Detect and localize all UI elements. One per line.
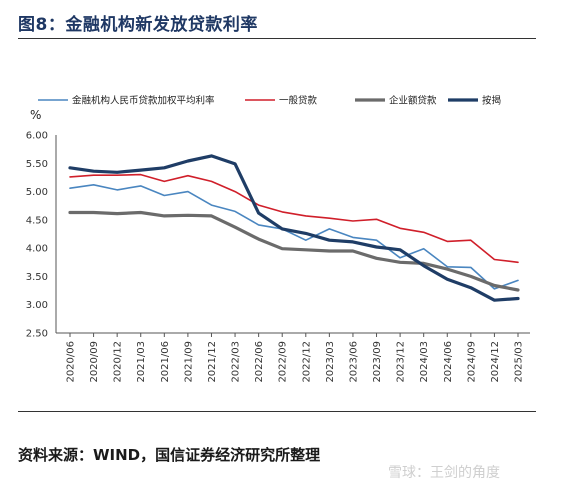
y-axis-unit-label: % bbox=[30, 108, 41, 122]
series-lines bbox=[68, 154, 520, 302]
legend-label-2: 企业额贷款 bbox=[389, 95, 437, 107]
x-tick-label: 2023/12 bbox=[396, 341, 407, 383]
x-tick-label: 2020/09 bbox=[89, 341, 100, 383]
source-rule bbox=[18, 411, 536, 412]
y-tick-label: 5.50 bbox=[26, 159, 48, 170]
y-tick-label: 3.00 bbox=[26, 300, 48, 311]
x-tick-label: 2022/12 bbox=[301, 341, 312, 383]
y-tick-label: 4.50 bbox=[26, 215, 48, 226]
x-tick-label: 2024/12 bbox=[490, 341, 501, 383]
y-tick-label: 6.00 bbox=[26, 131, 48, 142]
legend-label-3: 按揭 bbox=[482, 95, 501, 107]
x-tick-label: 2024/03 bbox=[419, 341, 430, 383]
legend-label-1: 一般贷款 bbox=[279, 95, 318, 107]
y-axis: 2.50 3.00 3.50 4.00 4.50 5.00 5.50 6.00 bbox=[26, 131, 57, 340]
x-tick-label: 2022/09 bbox=[278, 341, 289, 383]
series-line-0 bbox=[69, 184, 519, 290]
x-tick-label: 2023/03 bbox=[325, 341, 336, 383]
x-tick-label: 2021/09 bbox=[183, 341, 194, 383]
y-tick-label: 2.50 bbox=[26, 329, 48, 340]
x-axis: 2020/06 2020/09 2020/12 2021/03 2021/06 2021/… bbox=[56, 332, 530, 383]
y-tick-label: 3.50 bbox=[26, 272, 48, 283]
y-tick-label: 5.00 bbox=[26, 187, 48, 198]
x-tick-label: 2022/06 bbox=[254, 341, 265, 383]
x-tick-label: 2024/09 bbox=[466, 341, 477, 383]
series-line-2 bbox=[68, 210, 520, 292]
x-tick-label: 2021/12 bbox=[207, 341, 218, 383]
legend: 金融机构人民币贷款加权平均利率 一般贷款 企业额贷款 按揭 bbox=[38, 95, 501, 107]
series-line-1 bbox=[69, 173, 519, 264]
x-tick-label: 2023/06 bbox=[348, 341, 359, 383]
figure-title: 图8：金融机构新发放贷款利率 bbox=[18, 15, 258, 35]
watermark-text: 雪球：王剑的角度 bbox=[388, 465, 500, 481]
title-rule bbox=[18, 38, 536, 39]
x-tick-label: 2020/06 bbox=[66, 341, 77, 383]
source-note: 资料来源：WIND，国信证券经济研究所整理 bbox=[18, 446, 321, 464]
x-tick-label: 2025/03 bbox=[514, 341, 525, 383]
x-tick-label: 2022/03 bbox=[231, 341, 242, 383]
y-tick-label: 4.00 bbox=[26, 244, 48, 255]
legend-label-0: 金融机构人民币贷款加权平均利率 bbox=[72, 95, 215, 107]
x-tick-label: 2020/12 bbox=[113, 341, 124, 383]
series-line-3 bbox=[68, 154, 520, 302]
x-tick-label: 2021/06 bbox=[160, 341, 171, 383]
x-tick-label: 2024/06 bbox=[443, 341, 454, 383]
x-tick-label: 2021/03 bbox=[136, 341, 147, 383]
x-tick-label: 2023/09 bbox=[372, 341, 383, 383]
